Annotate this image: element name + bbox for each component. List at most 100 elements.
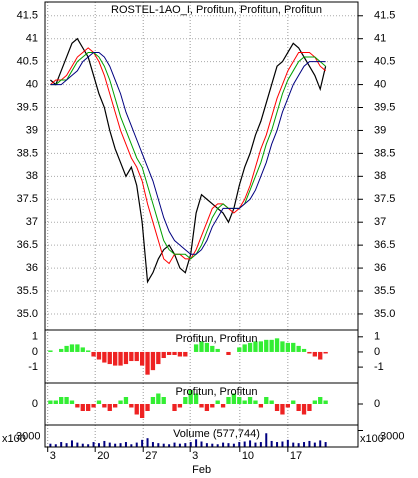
volume-bar	[92, 442, 95, 447]
y-tick-label: 41	[26, 33, 38, 45]
histogram-bar	[258, 341, 264, 352]
histogram-bar	[150, 351, 156, 371]
panel-title: Volume (577,744)	[173, 428, 260, 440]
histogram-bar	[226, 351, 231, 355]
x-tick-label: 3	[50, 450, 56, 462]
histogram-bar	[123, 351, 129, 365]
histogram-bar	[307, 404, 312, 411]
y-tick-label: -1	[28, 361, 38, 373]
y-tick-label-right: 41.5	[374, 10, 395, 22]
histogram-bar	[204, 404, 210, 411]
histogram-bar	[307, 351, 312, 354]
volume-bar	[297, 443, 300, 447]
volume-bar	[173, 442, 176, 447]
y-tick-label-right: 38	[374, 170, 386, 182]
histogram-bar	[274, 338, 280, 352]
histogram-bar	[264, 339, 269, 352]
histogram-bar	[199, 341, 204, 352]
histogram-bar	[269, 400, 274, 404]
histogram-bar	[150, 397, 156, 404]
histogram-bar	[75, 404, 80, 408]
histogram-bar	[312, 351, 317, 357]
histogram-bar	[318, 351, 323, 360]
unit-label: x100	[2, 433, 26, 445]
histogram-bar	[48, 350, 53, 352]
histogram-bar	[247, 342, 253, 352]
y-tick-label-right: 37.5	[374, 193, 395, 205]
volume-bar	[76, 442, 79, 447]
histogram-bar	[129, 404, 134, 408]
histogram-bar	[301, 348, 307, 352]
histogram-bar	[177, 404, 183, 408]
volume-bar	[211, 443, 214, 447]
panel-title: Profitun, Profitun	[176, 333, 258, 345]
histogram-bar	[69, 400, 75, 404]
y-tick-label: 40	[26, 78, 38, 90]
y-tick-label: 39.5	[17, 101, 38, 113]
volume-bar	[292, 442, 295, 447]
histogram-bar	[296, 404, 301, 411]
histogram-bar	[231, 393, 237, 404]
volume-bar	[265, 433, 268, 447]
histogram-bar	[323, 400, 328, 404]
histogram-bar	[69, 344, 75, 352]
histogram-bar	[134, 404, 139, 415]
volume-bar	[184, 443, 187, 447]
y-tick-label-right: -1	[374, 361, 384, 373]
histogram-bar	[204, 342, 210, 352]
volume-bar	[103, 440, 106, 447]
volume-bar	[168, 444, 171, 447]
volume-bar	[108, 442, 111, 447]
series-line	[50, 51, 326, 260]
volume-bar	[151, 442, 154, 447]
volume-bar	[308, 440, 311, 447]
volume-bar	[270, 440, 273, 447]
histogram-bar	[296, 345, 301, 352]
y-tick-label-right: 35.0	[374, 308, 395, 320]
volume-bar	[319, 440, 322, 447]
histogram-bar	[91, 351, 96, 357]
y-tick-label: 36.5	[17, 239, 38, 251]
histogram-bar	[237, 397, 242, 404]
histogram-bar	[242, 344, 247, 352]
histogram-bar	[86, 350, 91, 352]
y-tick-label-right: 36	[374, 262, 386, 274]
volume-bar	[238, 442, 241, 447]
volume-bar	[200, 441, 203, 447]
unit-label-right: x100	[360, 433, 384, 445]
histogram-bar	[96, 400, 102, 404]
y-tick-label: 37	[26, 216, 38, 228]
volume-bar	[162, 443, 165, 447]
histogram-bar	[107, 404, 112, 411]
y-tick-label: 39	[26, 124, 38, 136]
histogram-bar	[188, 390, 193, 404]
histogram-bar	[318, 397, 323, 404]
y-tick-label: 3000	[16, 430, 40, 442]
volume-bar	[286, 439, 289, 447]
volume-bar	[157, 443, 160, 447]
panel-title: Profitun, Profitun	[176, 386, 258, 398]
volume-bar	[313, 442, 316, 447]
series-line	[50, 47, 326, 265]
volume-bar	[259, 442, 262, 447]
series-line	[50, 37, 327, 284]
histogram-bar	[301, 404, 307, 415]
volume-bar	[97, 443, 100, 447]
volume-bar	[135, 442, 138, 447]
panel-frame	[44, 424, 359, 448]
volume-bar	[49, 443, 52, 447]
volume-bar	[178, 443, 181, 447]
y-tick-label-right: 38.5	[374, 147, 395, 159]
volume-bar	[60, 442, 63, 447]
volume-bar	[205, 443, 208, 447]
volume-bar	[124, 442, 127, 447]
histogram-bar	[264, 397, 269, 404]
histogram-bar	[102, 404, 107, 408]
y-tick-label-right: 41	[374, 33, 386, 45]
y-tick-label: 0	[32, 398, 38, 410]
histogram-bar	[193, 393, 199, 404]
histogram-bar	[123, 397, 129, 404]
histogram-bar	[139, 404, 145, 418]
histogram-bar	[166, 351, 172, 355]
y-tick-label-right: 39	[374, 124, 386, 136]
